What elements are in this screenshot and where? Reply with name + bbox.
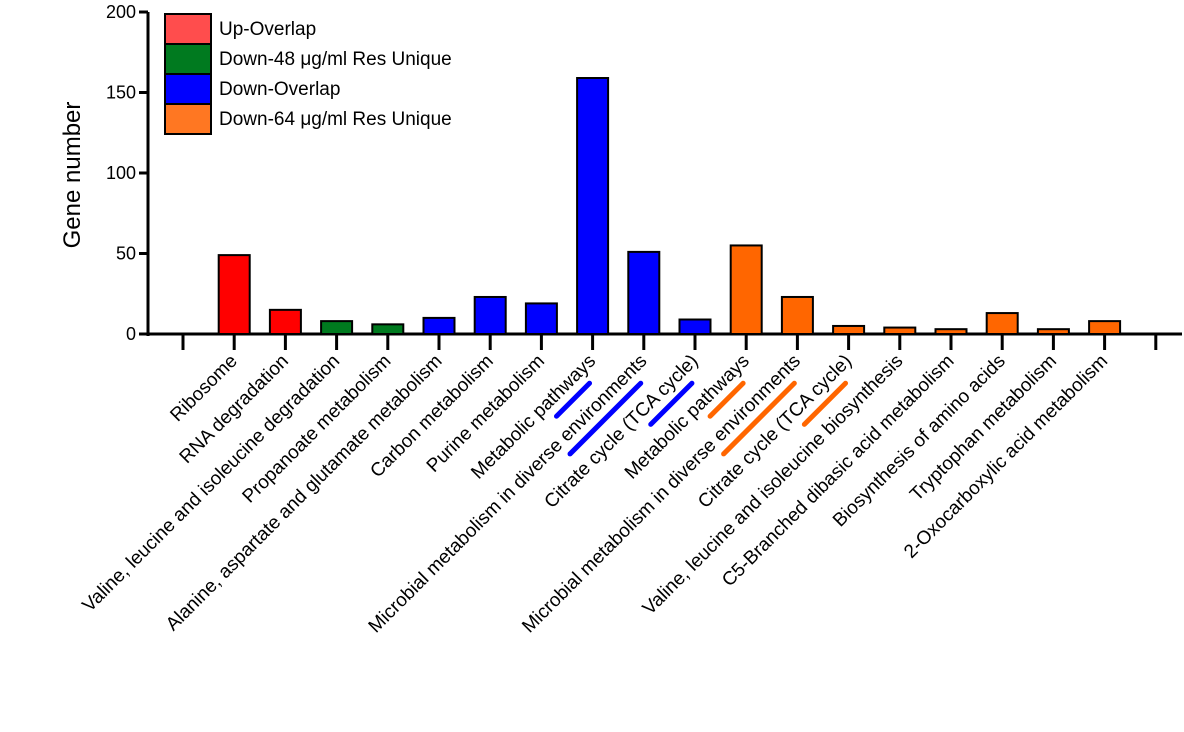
y-tick-label: 0 — [126, 324, 136, 344]
y-tick-label: 100 — [106, 163, 136, 183]
category-underline — [707, 380, 746, 419]
y-tick-label: 200 — [106, 2, 136, 22]
bar — [371, 323, 405, 335]
legend-label: Down-48 μg/ml Res Unique — [219, 49, 452, 70]
legend-swatch — [164, 73, 212, 105]
x-axis — [148, 332, 1182, 350]
bar — [320, 320, 354, 335]
bar — [780, 295, 814, 335]
bar — [524, 302, 558, 336]
legend-swatch — [164, 13, 212, 45]
y-tick-label: 50 — [116, 244, 136, 264]
bar — [1088, 320, 1122, 335]
legend-label: Down-64 μg/ml Res Unique — [219, 109, 452, 130]
category-underline — [567, 380, 644, 457]
category-underline — [721, 380, 797, 457]
bar — [1036, 328, 1070, 336]
category-underline — [553, 380, 593, 419]
legend-label: Down-Overlap — [219, 79, 340, 100]
category-underline — [801, 380, 849, 427]
y-axis-title: Gene number — [59, 102, 86, 249]
bar — [985, 312, 1019, 336]
bar — [422, 316, 456, 335]
bar — [678, 318, 712, 336]
bar — [473, 295, 507, 335]
y-tick-label: 150 — [106, 83, 136, 103]
y-axis: 0 50 100 150 200 — [106, 2, 150, 344]
bar — [268, 308, 302, 336]
legend-swatch — [164, 43, 212, 75]
category-underline — [648, 380, 695, 427]
bar — [832, 324, 866, 336]
category-underlines — [553, 380, 849, 457]
legend: Up-Overlap Down-48 μg/ml Res Unique Down-O… — [164, 13, 452, 135]
bar — [217, 254, 251, 335]
legend-swatch — [164, 103, 212, 135]
bar — [576, 77, 610, 336]
bar — [883, 326, 917, 335]
bars — [217, 77, 1122, 336]
bar — [934, 328, 968, 336]
bar — [729, 244, 763, 335]
bar — [627, 250, 661, 335]
legend-label: Up-Overlap — [219, 19, 316, 40]
